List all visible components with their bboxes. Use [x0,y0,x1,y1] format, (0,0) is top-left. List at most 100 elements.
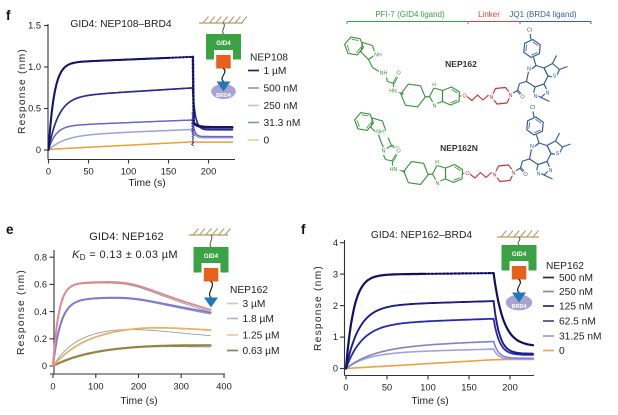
svg-text:GID4: GID4 [216,40,231,47]
svg-text:Response (nm): Response (nm) [17,48,28,134]
svg-text:N: N [509,93,513,99]
svg-text:N: N [490,95,494,101]
svg-text:H: H [435,160,439,166]
svg-text:HN: HN [389,89,397,95]
svg-text:200: 200 [131,382,147,392]
svg-text:0: 0 [343,383,348,393]
svg-text:GID4: GID4 [512,251,527,258]
svg-text:150: 150 [461,383,477,393]
svg-text:BRD4: BRD4 [216,93,231,99]
svg-text:0: 0 [46,167,51,177]
svg-text:4: 4 [333,238,338,248]
svg-text:O: O [396,71,401,77]
svg-text:100: 100 [121,167,137,177]
svg-text:0: 0 [50,382,55,392]
svg-text:NH: NH [376,130,384,136]
svg-text:500 nM: 500 nM [264,83,298,94]
svg-text:N: N [549,168,553,174]
svg-text:2: 2 [333,301,338,311]
svg-text:GID4: NEP108–BRD4: GID4: NEP108–BRD4 [70,19,172,30]
svg-text:250 nM: 250 nM [559,287,593,298]
svg-text:NEP162N: NEP162N [440,143,478,153]
svg-text:31.25 nM: 31.25 nM [559,331,601,342]
svg-text:125 nM: 125 nM [559,301,593,312]
svg-text:GID4: NEP162: GID4: NEP162 [89,231,164,243]
svg-text:0: 0 [42,361,47,371]
svg-text:O: O [396,149,401,155]
svg-text:Response (nm): Response (nm) [16,269,27,355]
svg-text:0: 0 [559,346,565,357]
svg-text:0.63 µM: 0.63 µM [243,346,280,357]
svg-text:NEP162: NEP162 [546,261,584,272]
svg-text:0.2: 0.2 [34,334,47,344]
svg-text:N: N [493,173,497,179]
svg-text:N: N [512,171,516,177]
svg-text:N: N [530,144,534,150]
svg-text:O: O [395,146,400,152]
svg-text:0.5: 0.5 [28,104,41,114]
svg-text:Response (nm): Response (nm) [313,265,324,351]
svg-text:31.3 nM: 31.3 nM [264,118,301,129]
svg-text:N: N [382,149,386,155]
svg-text:0.6: 0.6 [34,280,47,290]
svg-text:300: 300 [173,382,189,392]
svg-text:GID4: GID4 [204,253,219,260]
svg-text:400: 400 [216,382,232,392]
svg-text:100: 100 [88,382,104,392]
svg-text:100: 100 [420,383,436,393]
svg-text:NEP162: NEP162 [230,285,268,296]
svg-text:1.25 µM: 1.25 µM [243,330,280,341]
svg-text:0: 0 [333,364,338,374]
svg-text:O: O [462,94,467,100]
svg-text:150: 150 [161,167,177,177]
svg-text:0: 0 [36,145,41,155]
svg-text:NH: NH [374,53,382,59]
svg-text:3: 3 [333,269,338,279]
svg-text:BRD4: BRD4 [512,304,527,310]
svg-text:500 nM: 500 nM [559,273,593,284]
svg-text:200: 200 [502,383,518,393]
svg-text:50: 50 [83,167,93,177]
svg-text:HN: HN [390,167,398,173]
svg-text:1: 1 [333,332,338,342]
svg-text:0: 0 [264,135,270,146]
svg-text:f: f [6,8,11,23]
svg-text:S: S [556,151,560,157]
svg-text:N: N [537,172,541,178]
svg-text:PFI-7 (GID4 ligand): PFI-7 (GID4 ligand) [375,10,445,19]
svg-text:62.5 nM: 62.5 nM [559,316,596,327]
svg-text:1.5: 1.5 [28,21,41,31]
svg-text:0.8: 0.8 [34,252,47,262]
svg-text:KD = 0.13 ± 0.03 µM: KD = 0.13 ± 0.03 µM [72,249,178,262]
svg-text:N: N [546,91,550,97]
svg-text:Time (s): Time (s) [128,178,165,189]
svg-text:NEP108: NEP108 [250,53,288,64]
svg-text:JQ1 (BRD4 ligand): JQ1 (BRD4 ligand) [509,10,576,19]
svg-text:O: O [465,171,470,177]
svg-text:H: H [432,83,436,89]
svg-text:e: e [6,222,14,237]
svg-text:Linker: Linker [478,10,500,19]
svg-text:N: N [433,104,437,110]
svg-text:Time (s): Time (s) [411,396,448,407]
svg-text:Cl: Cl [530,105,535,111]
svg-text:O: O [520,95,525,101]
svg-text:GID4: NEP162–BRD4: GID4: NEP162–BRD4 [371,230,473,241]
svg-text:f: f [301,222,306,237]
svg-text:Cl: Cl [527,28,532,34]
svg-text:O: O [523,172,528,178]
svg-text:1.8 µM: 1.8 µM [243,314,274,325]
svg-text:N: N [436,181,440,187]
svg-text:0.4: 0.4 [34,307,47,317]
svg-text:N: N [527,67,531,73]
svg-text:1.0: 1.0 [28,62,41,72]
svg-text:3 µM: 3 µM [243,299,266,310]
svg-text:250 nM: 250 nM [264,101,298,112]
svg-text:Time (s): Time (s) [120,396,157,407]
svg-text:50: 50 [382,383,392,393]
svg-text:NH: NH [380,71,388,77]
svg-text:N: N [534,94,538,100]
svg-text:S: S [553,74,557,80]
svg-text:200: 200 [201,167,217,177]
svg-text:NEP162: NEP162 [445,59,477,69]
